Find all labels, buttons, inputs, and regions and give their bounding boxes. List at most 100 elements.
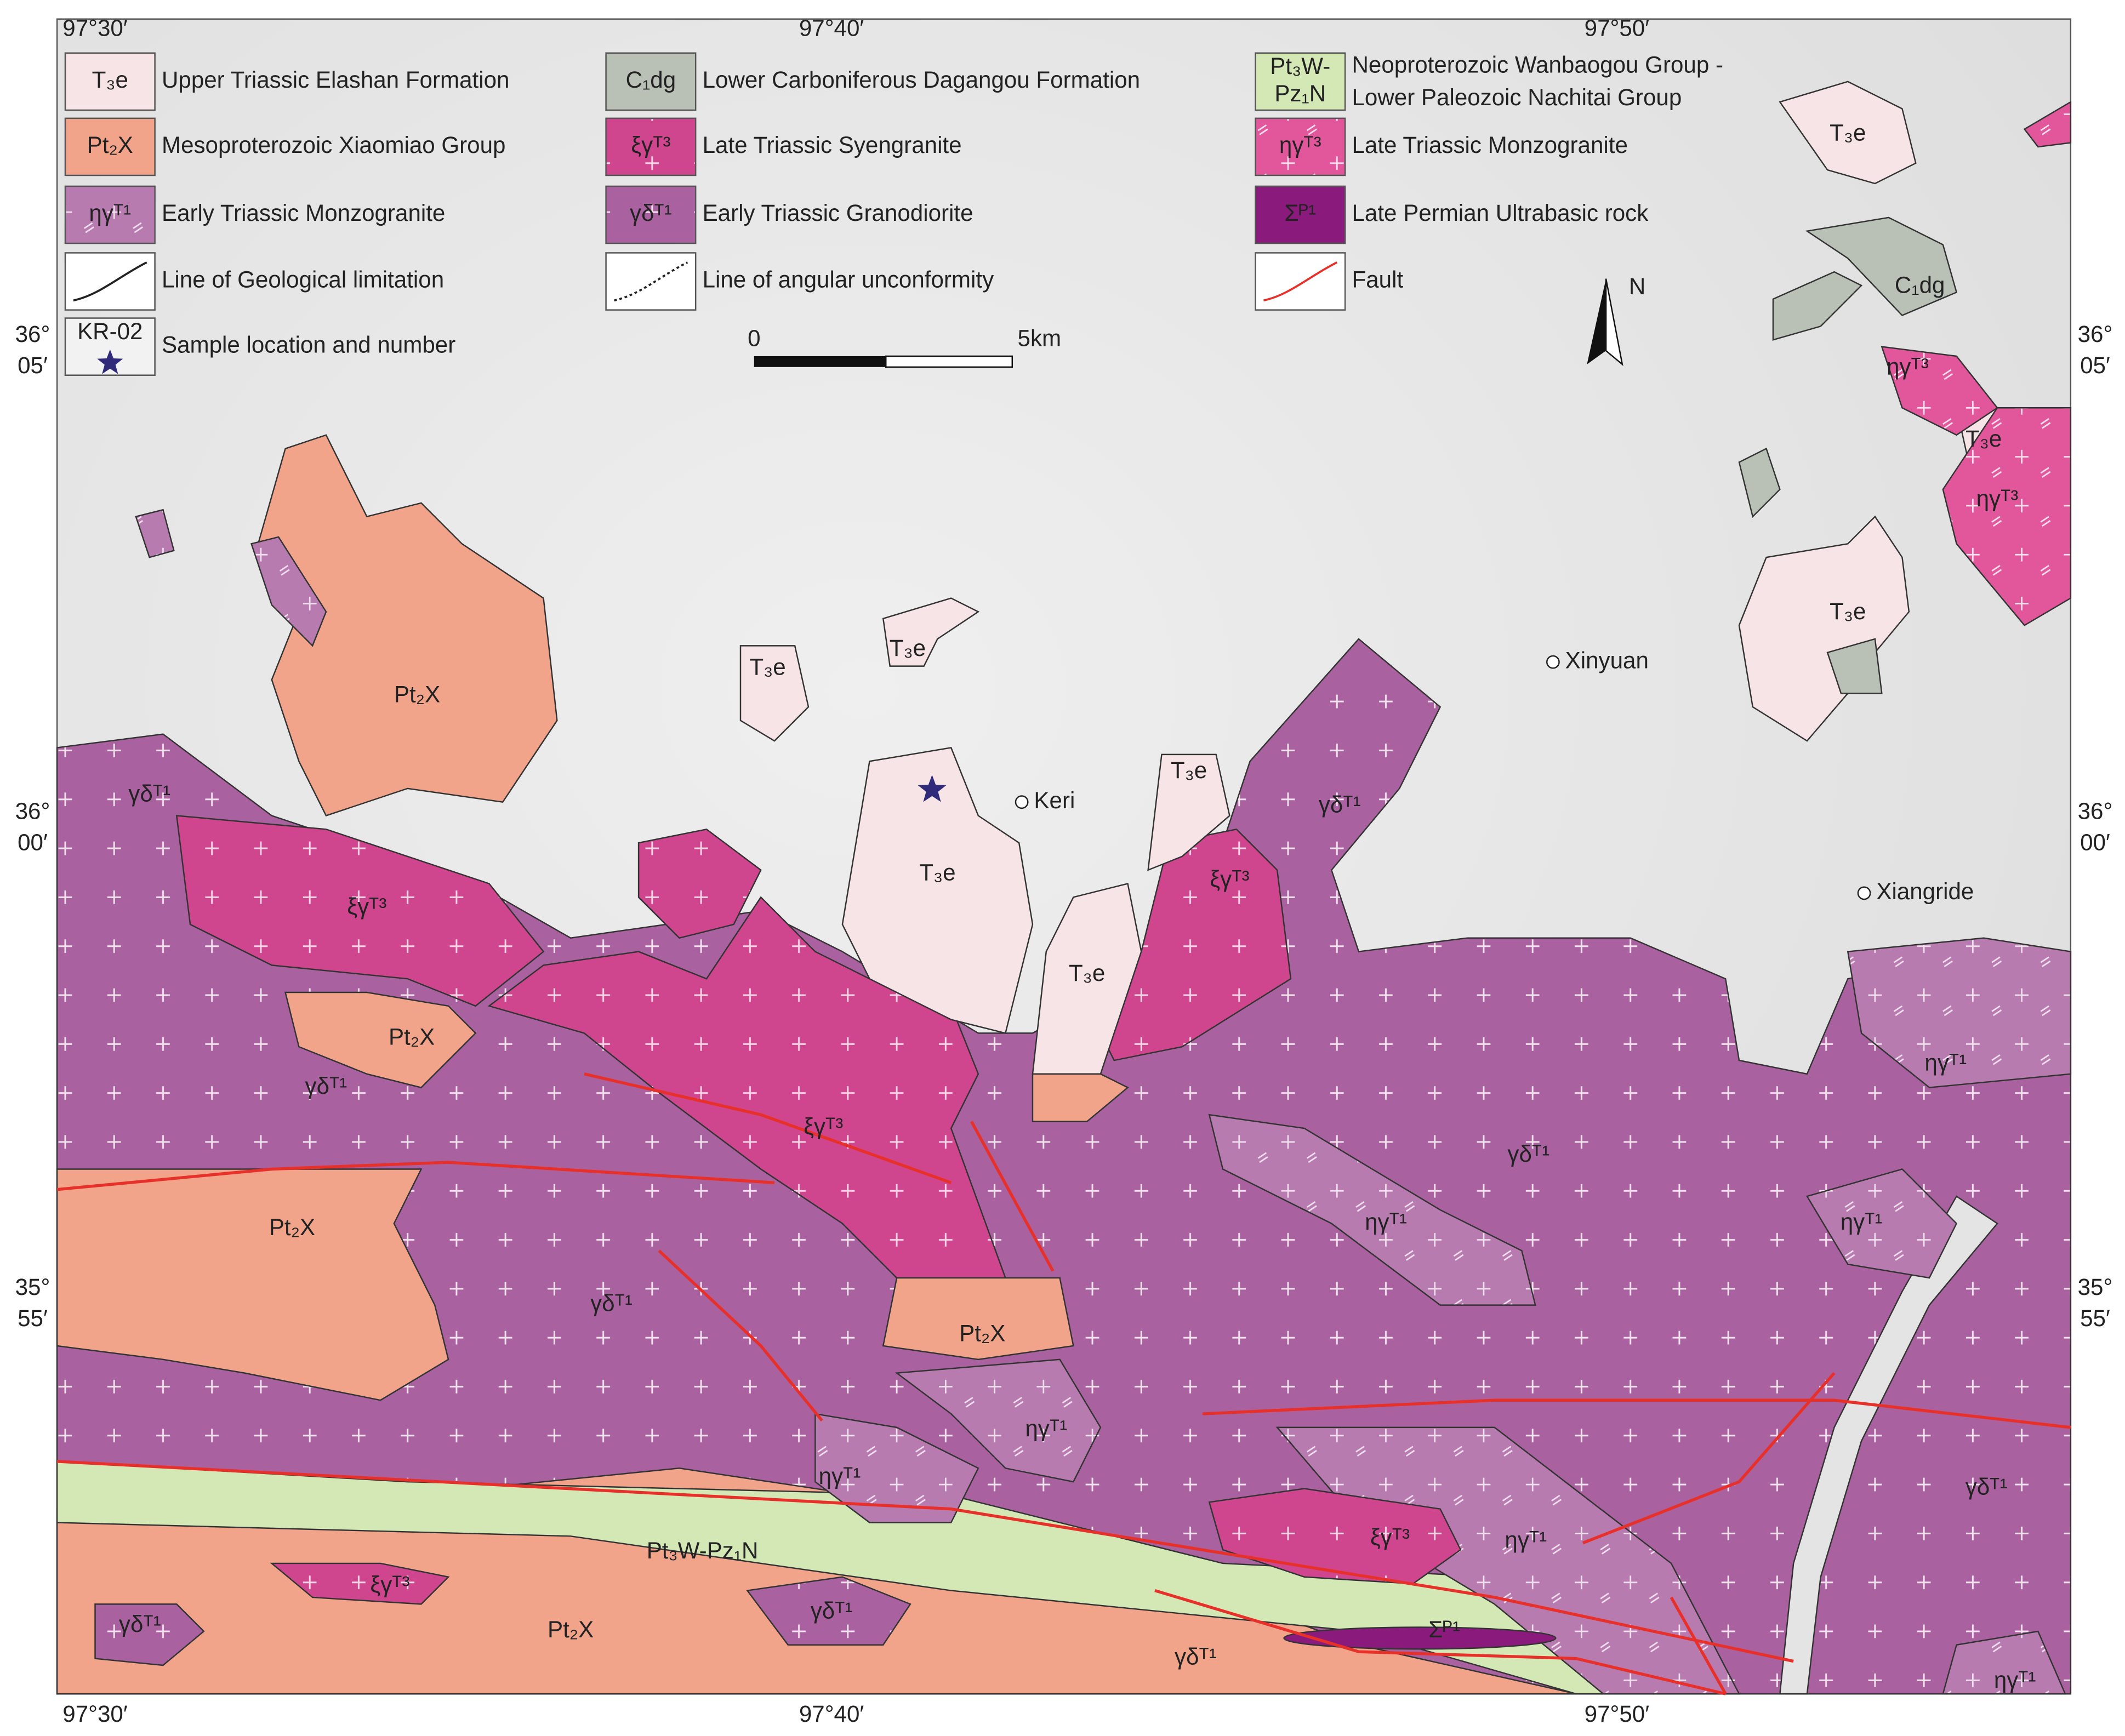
latitude-label: 00′ <box>2080 830 2110 855</box>
early-monzogranite <box>1942 1630 2066 1695</box>
unit-label: Pt₂X <box>394 681 440 707</box>
latitude-label: 55′ <box>18 1305 48 1331</box>
early-monzogranite <box>1806 1168 1958 1279</box>
faults <box>56 1072 2071 1695</box>
syenogranite <box>637 828 762 939</box>
unit-label: Σᴾ¹ <box>1428 1617 1460 1642</box>
north-arrow <box>1605 278 1623 367</box>
scale-bar-white <box>885 355 1013 368</box>
legend-swatch <box>605 117 697 176</box>
fault <box>1670 1596 1727 1695</box>
granodiorite <box>746 1576 911 1646</box>
unit-label: T₃e <box>1069 960 1105 986</box>
legend-label: Upper Triassic Elashan Formation <box>162 67 509 93</box>
legend-swatch <box>64 185 156 244</box>
dagangou-formation <box>1772 271 1863 341</box>
longitude-label: 97°50′ <box>1585 1701 1650 1727</box>
place-marker <box>1857 886 1871 900</box>
legend-symbol: ξγᵀ³ <box>631 132 670 158</box>
elashan-formation <box>882 597 980 667</box>
unit-label: γδᵀ¹ <box>1966 1474 2008 1500</box>
legend-symbol: T₃e <box>92 67 128 93</box>
legend-symbol: KR-02 <box>77 318 143 344</box>
unit-label: ξγᵀ³ <box>347 893 386 919</box>
unit-label: ηγᵀ¹ <box>819 1463 861 1489</box>
latitude-label: 36° <box>15 321 50 347</box>
early-monzogranite <box>1208 1113 1536 1306</box>
sample-star <box>97 349 123 374</box>
legend-swatch <box>64 52 156 111</box>
legend-label: Sample location and number <box>162 332 455 358</box>
legend-label: Early Triassic Monzogranite <box>162 200 445 226</box>
latitude-label: 35° <box>15 1274 50 1300</box>
unit-label: γδᵀ¹ <box>1175 1644 1217 1670</box>
unit-label: ηγᵀ¹ <box>1841 1209 1883 1235</box>
late-monzogranite <box>1881 346 1998 436</box>
legend-label: Line of Geological limitation <box>162 267 444 293</box>
unit-label: γδᵀ¹ <box>1507 1141 1549 1167</box>
north-label: N <box>1629 273 1645 299</box>
elashan-formation <box>739 645 810 742</box>
latitude-label: 35° <box>2078 1274 2113 1300</box>
legend-label: Lower Paleozoic Nachitai Group <box>1352 84 1682 110</box>
unit-label: γδᵀ¹ <box>590 1290 633 1316</box>
unit-label: T₃e <box>919 859 955 885</box>
legend-swatch <box>64 252 156 311</box>
latitude-label: 05′ <box>18 352 48 378</box>
xiaomiao-group <box>1032 1073 1129 1122</box>
unit-label: T₃e <box>1830 598 1866 624</box>
legend-label: Late Triassic Monzogranite <box>1352 132 1628 158</box>
unit-label: Pt₂X <box>959 1320 1005 1346</box>
longitude-label: 97°30′ <box>62 15 128 41</box>
syenogranite <box>270 1562 450 1605</box>
unit-label: T₃e <box>1830 120 1866 146</box>
unit-label: ξγᵀ³ <box>1210 866 1249 892</box>
place-marker <box>1015 795 1029 809</box>
legend-swatch <box>1255 252 1346 311</box>
latitude-label: 36° <box>2078 321 2113 347</box>
late-monzogranite <box>2023 100 2072 148</box>
xiaomiao-group <box>56 1168 449 1401</box>
latitude-label: 00′ <box>18 830 48 855</box>
latitude-label: 05′ <box>2080 352 2110 378</box>
unit-label: ξγᵀ³ <box>370 1572 409 1597</box>
legend-symbol: ηγᵀ¹ <box>89 200 131 226</box>
xiaomiao-group <box>284 991 477 1089</box>
legend-label: Line of angular unconformity <box>703 267 994 293</box>
scale-end: 5km <box>1018 325 1062 351</box>
unit-label: T₃e <box>1171 757 1207 783</box>
elashan-formation <box>841 747 1034 1034</box>
legend-label: Late Permian Ultrabasic rock <box>1352 200 1649 226</box>
early-monzogranite <box>895 1358 1102 1483</box>
dagangou-formation <box>1738 447 1781 518</box>
legend-symbol: Pt₃W- <box>1270 53 1330 79</box>
unit-label: ηγᵀ¹ <box>1994 1667 2036 1693</box>
scale-start: 0 <box>748 325 760 351</box>
longitude-label: 97°40′ <box>799 1701 864 1727</box>
place-marker <box>1546 655 1560 669</box>
unit-label: Pt₂X <box>548 1617 594 1642</box>
latitude-label: 55′ <box>2080 1305 2110 1331</box>
legend-symbol: Pt₂X <box>87 132 133 158</box>
fault <box>584 1072 952 1184</box>
unit-label: T₃e <box>1966 426 2002 452</box>
fault <box>1582 1372 1836 1545</box>
elashan-formation <box>1147 753 1230 871</box>
place-name: Xiangride <box>1876 878 1974 904</box>
longitude-label: 97°50′ <box>1585 15 1650 41</box>
dagangou-formation <box>1826 638 1883 694</box>
fault <box>970 1121 1055 1272</box>
fault <box>56 1460 1794 1663</box>
xiaomiao-group <box>882 1277 1074 1361</box>
ultrabasic-rock <box>1283 1626 1557 1650</box>
unit-label: ξγᵀ³ <box>1370 1524 1410 1550</box>
legend-swatch <box>605 252 697 311</box>
unit-label: ηγᵀ³ <box>1887 353 1929 379</box>
unit-label: ηγᵀ¹ <box>1025 1415 1067 1441</box>
fault <box>1154 1589 1726 1695</box>
unit-label: γδᵀ¹ <box>1319 791 1361 817</box>
legend-swatch <box>64 117 156 176</box>
unit-label: γδᵀ¹ <box>128 780 170 806</box>
legend-swatch <box>605 52 697 111</box>
